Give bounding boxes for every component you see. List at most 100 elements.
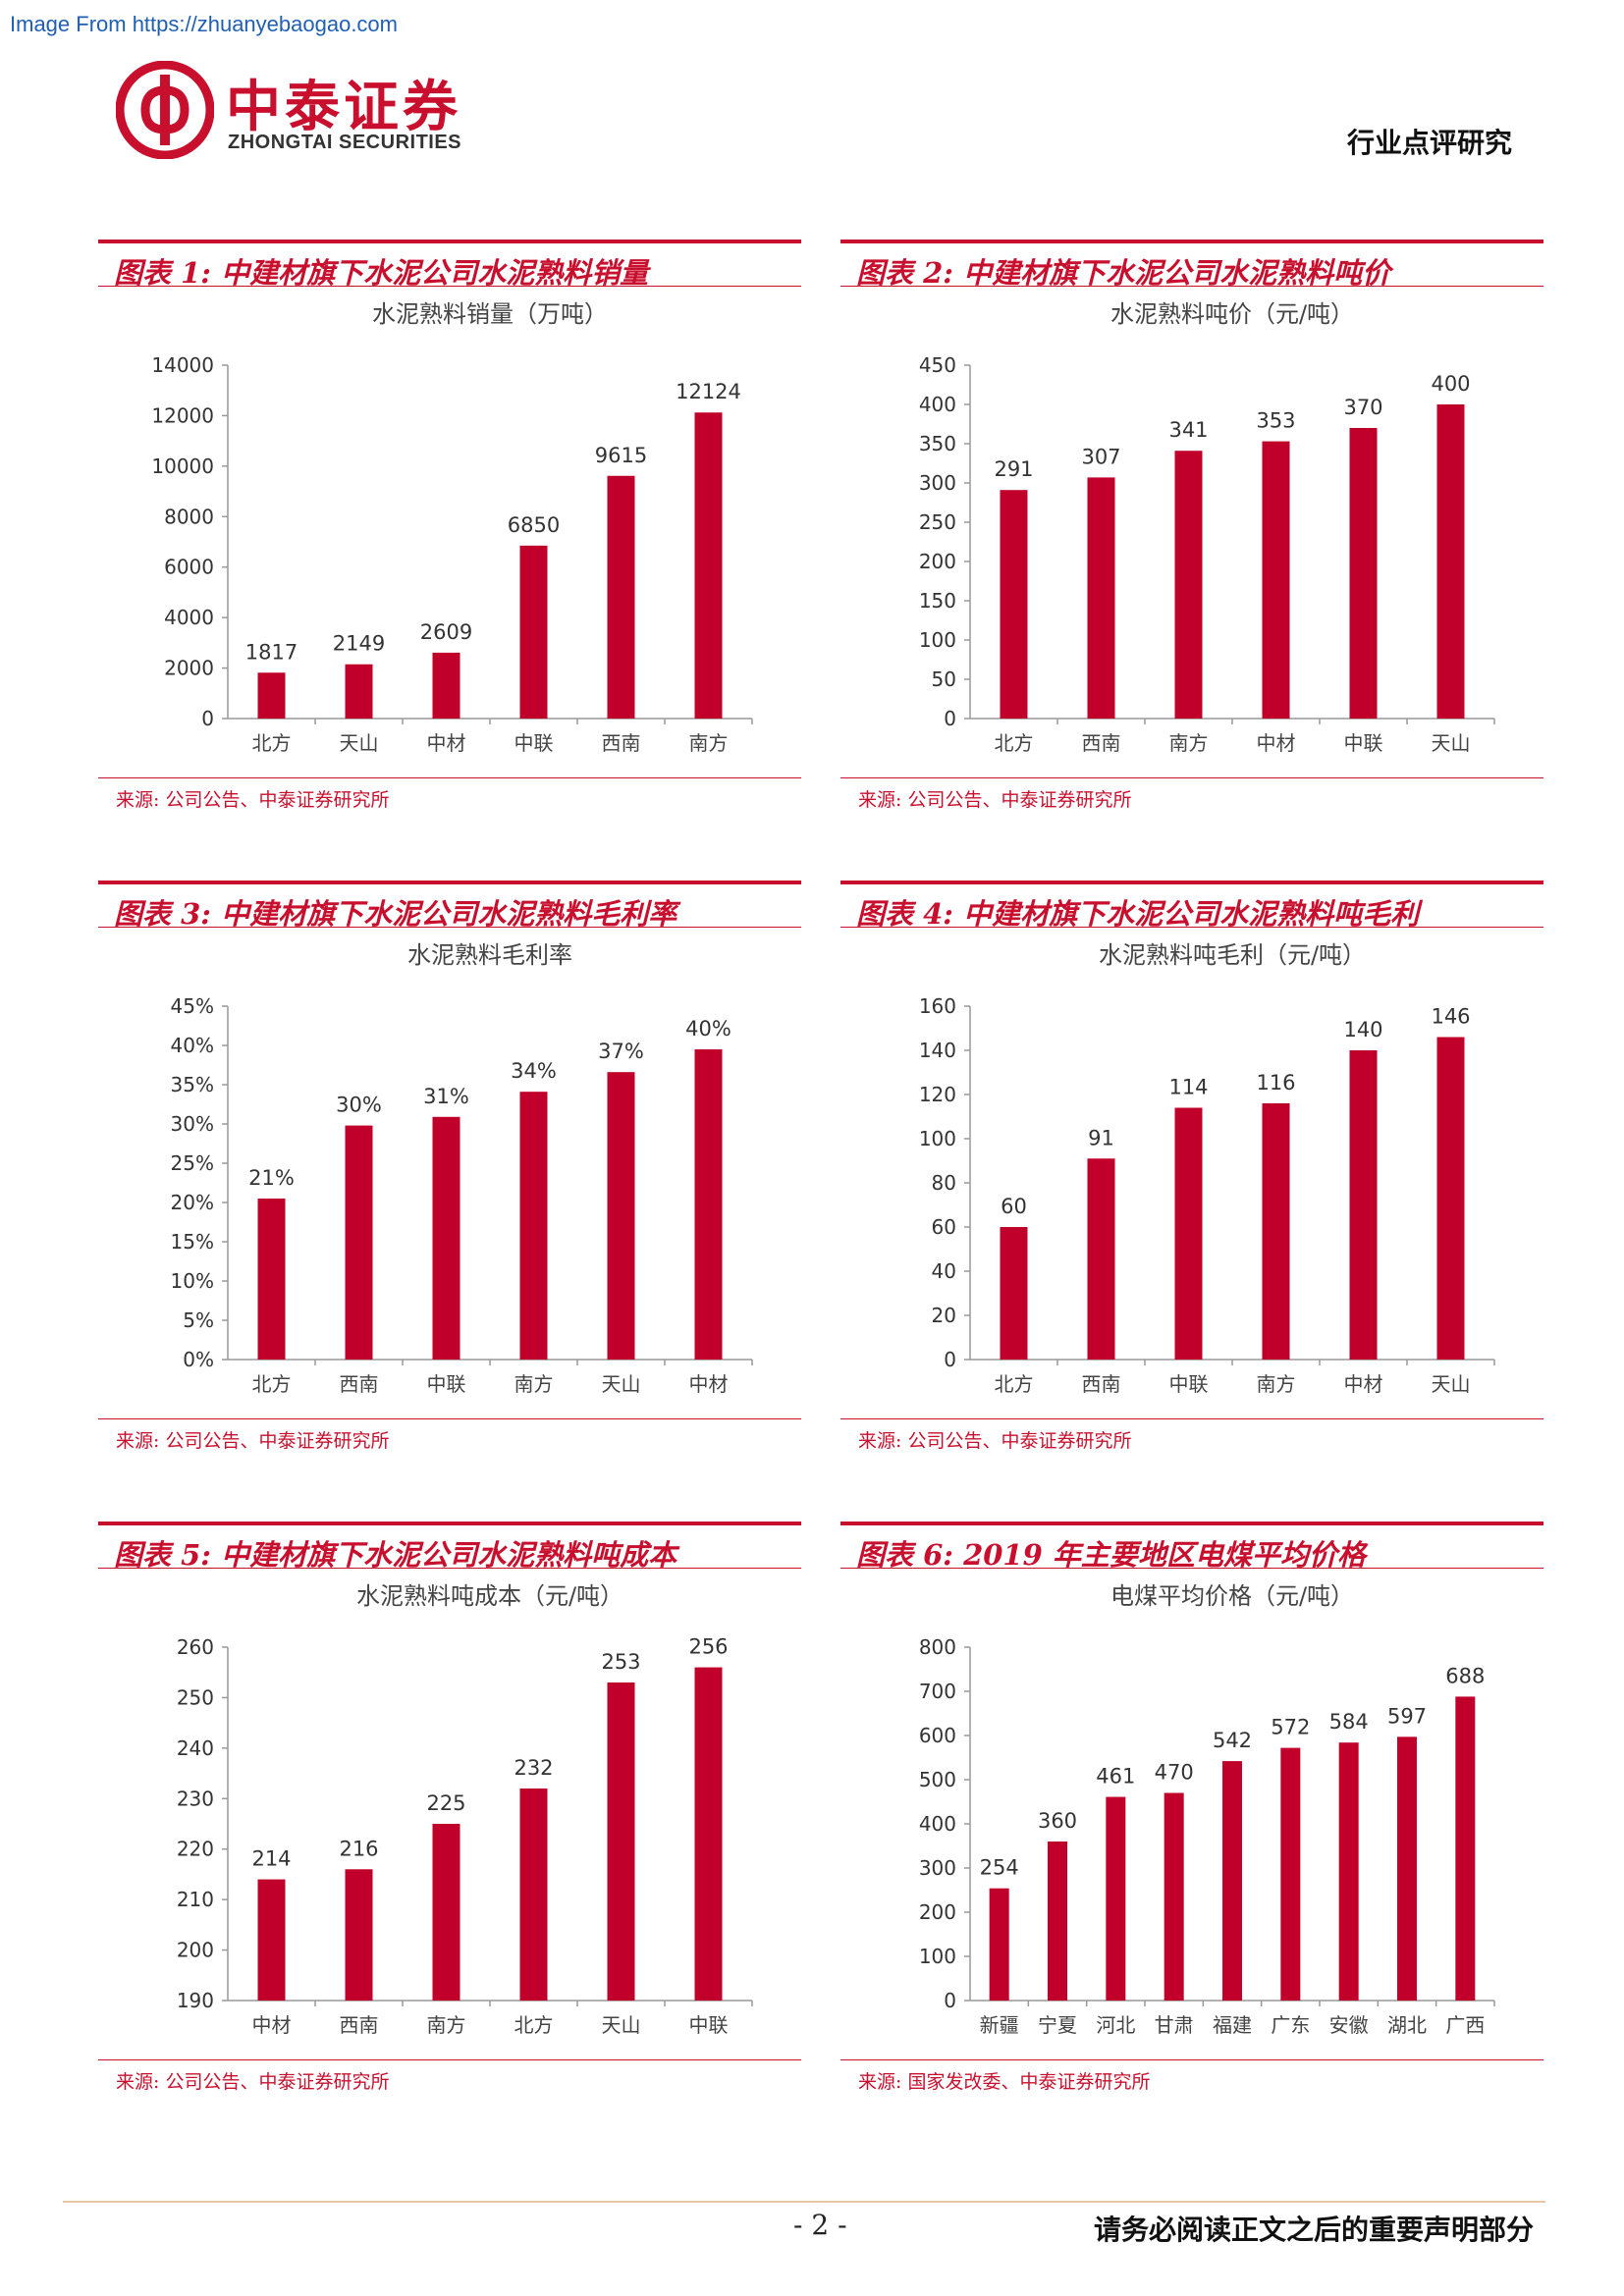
data-label: 360 bbox=[1038, 1809, 1077, 1833]
y-tick-label: 230 bbox=[177, 1787, 214, 1810]
y-tick-label: 100 bbox=[919, 1945, 956, 1968]
x-tick-label: 南方 bbox=[514, 1372, 554, 1396]
y-tick-label: 5% bbox=[183, 1308, 214, 1332]
bar bbox=[694, 1049, 723, 1360]
data-label: 542 bbox=[1213, 1729, 1252, 1752]
x-tick-label: 西南 bbox=[1082, 1372, 1121, 1396]
x-tick-label: 甘肃 bbox=[1155, 2013, 1194, 2037]
chart-title: 水泥熟料吨毛利（元/吨） bbox=[1099, 941, 1366, 969]
bar bbox=[694, 1667, 723, 2001]
x-tick-label: 中材 bbox=[689, 1372, 729, 1396]
figure-title-bar: 图表 3: 中建材旗下水泥公司水泥熟料毛利率 bbox=[98, 881, 801, 931]
y-tick-label: 80 bbox=[932, 1171, 956, 1195]
bar bbox=[1349, 1050, 1378, 1360]
bar-chart-5: 水泥熟料吨成本（元/吨） 190 200 210 220 230 240 250 260 214 中… bbox=[177, 1582, 753, 2037]
x-tick-label: 天山 bbox=[340, 731, 379, 755]
y-tick-label: 12000 bbox=[151, 403, 214, 427]
x-tick-label: 广西 bbox=[1445, 2013, 1485, 2037]
y-tick-label: 14000 bbox=[151, 353, 214, 377]
x-tick-label: 北方 bbox=[995, 731, 1034, 755]
data-label: 2149 bbox=[333, 632, 385, 656]
bar bbox=[1164, 1792, 1184, 2001]
figure-source: 来源: 公司公告、中泰证券研究所 bbox=[116, 2071, 390, 2093]
chart-title: 水泥熟料销量（万吨） bbox=[372, 300, 608, 328]
page-number: - 2 - bbox=[793, 2209, 847, 2241]
x-tick-label: 宁夏 bbox=[1038, 2013, 1077, 2037]
y-tick-label: 20% bbox=[171, 1191, 214, 1214]
y-tick-label: 6000 bbox=[164, 556, 214, 579]
data-label: 256 bbox=[688, 1635, 728, 1659]
y-tick-label: 100 bbox=[919, 1127, 956, 1150]
bar bbox=[1262, 1103, 1290, 1360]
data-label: 114 bbox=[1168, 1076, 1208, 1099]
bar-chart-1: 水泥熟料销量（万吨） 0 2000 4000 6000 8000 10000 12000 140… bbox=[151, 300, 753, 755]
x-tick-label: 北方 bbox=[252, 1372, 292, 1396]
figure-source: 来源: 公司公告、中泰证券研究所 bbox=[858, 1430, 1132, 1452]
y-tick-label: 0% bbox=[183, 1348, 214, 1371]
x-tick-label: 南方 bbox=[427, 2013, 466, 2037]
y-tick-label: 200 bbox=[919, 1900, 956, 1924]
figure-panel-5: 图表 5: 中建材旗下水泥公司水泥熟料吨成本 水泥熟料吨成本（元/吨） 190 20… bbox=[98, 1522, 801, 2110]
data-label: 291 bbox=[994, 457, 1033, 481]
y-tick-label: 250 bbox=[919, 510, 956, 534]
y-tick-label: 200 bbox=[919, 550, 956, 573]
figure-title: 图表 6: 2019 年主要地区电煤平均价格 bbox=[856, 1538, 1366, 1572]
bar bbox=[1280, 1747, 1301, 2001]
data-label: 232 bbox=[514, 1756, 553, 1780]
figure-panel-1: 图表 1: 中建材旗下水泥公司水泥熟料销量 水泥熟料销量（万吨） 0 2000 400… bbox=[98, 240, 801, 828]
source-divider bbox=[98, 777, 801, 778]
bar bbox=[1349, 428, 1378, 719]
y-tick-label: 220 bbox=[177, 1838, 214, 1861]
figure-source: 来源: 公司公告、中泰证券研究所 bbox=[858, 789, 1132, 811]
y-tick-label: 40 bbox=[932, 1259, 956, 1283]
x-tick-label: 中材 bbox=[252, 2013, 292, 2037]
y-tick-label: 35% bbox=[171, 1073, 214, 1096]
footer-disclaimer: 请务必阅读正文之后的重要声明部分 bbox=[1093, 2214, 1534, 2246]
bar bbox=[257, 1199, 286, 1360]
y-tick-label: 600 bbox=[919, 1724, 956, 1747]
data-label: 225 bbox=[426, 1791, 465, 1815]
figure-panel-6: 图表 6: 2019 年主要地区电煤平均价格 电煤平均价格（元/吨） 0 100 20… bbox=[840, 1522, 1543, 2110]
y-tick-label: 700 bbox=[919, 1680, 956, 1703]
figure-title-bar: 图表 4: 中建材旗下水泥公司水泥熟料吨毛利 bbox=[840, 881, 1543, 931]
x-tick-label: 湖北 bbox=[1387, 2013, 1427, 2037]
x-tick-label: 中材 bbox=[427, 731, 466, 755]
y-tick-label: 400 bbox=[919, 1812, 956, 1836]
bar bbox=[432, 652, 460, 719]
bar bbox=[257, 672, 286, 719]
data-label: 1817 bbox=[245, 640, 298, 664]
bar bbox=[1106, 1796, 1126, 2001]
data-label: 60 bbox=[1001, 1195, 1027, 1218]
y-tick-label: 0 bbox=[944, 707, 956, 730]
data-label: 470 bbox=[1155, 1761, 1194, 1785]
x-tick-label: 南方 bbox=[1257, 1372, 1296, 1396]
x-tick-label: 天山 bbox=[602, 2013, 641, 2037]
figure-panel-4: 图表 4: 中建材旗下水泥公司水泥熟料吨毛利 水泥熟料吨毛利（元/吨） 0 20 40… bbox=[840, 881, 1543, 1469]
bar bbox=[519, 1789, 548, 2001]
y-tick-label: 350 bbox=[919, 432, 956, 455]
bar bbox=[519, 545, 548, 719]
bar bbox=[1174, 451, 1203, 719]
x-tick-label: 广东 bbox=[1271, 2013, 1310, 2037]
y-tick-label: 8000 bbox=[164, 505, 214, 528]
data-label: 91 bbox=[1088, 1126, 1114, 1149]
bar bbox=[1436, 1037, 1465, 1360]
data-label: 40% bbox=[685, 1017, 731, 1041]
bar bbox=[1262, 441, 1290, 719]
y-tick-label: 15% bbox=[171, 1230, 214, 1254]
bar bbox=[519, 1092, 548, 1360]
y-tick-label: 30% bbox=[171, 1112, 214, 1136]
data-label: 34% bbox=[511, 1059, 557, 1083]
bar bbox=[607, 475, 635, 719]
y-tick-label: 120 bbox=[919, 1083, 956, 1106]
data-label: 341 bbox=[1168, 418, 1208, 442]
figure-title: 图表 1: 中建材旗下水泥公司水泥熟料销量 bbox=[114, 256, 649, 290]
x-tick-label: 西南 bbox=[340, 2013, 379, 2037]
x-tick-label: 中联 bbox=[1344, 731, 1383, 755]
y-tick-label: 40% bbox=[171, 1034, 214, 1057]
chart-title: 电煤平均价格（元/吨） bbox=[1110, 1582, 1354, 1610]
data-label: 370 bbox=[1343, 396, 1382, 419]
y-tick-label: 800 bbox=[919, 1635, 956, 1659]
x-tick-label: 新疆 bbox=[980, 2013, 1019, 2037]
bar bbox=[694, 412, 723, 719]
